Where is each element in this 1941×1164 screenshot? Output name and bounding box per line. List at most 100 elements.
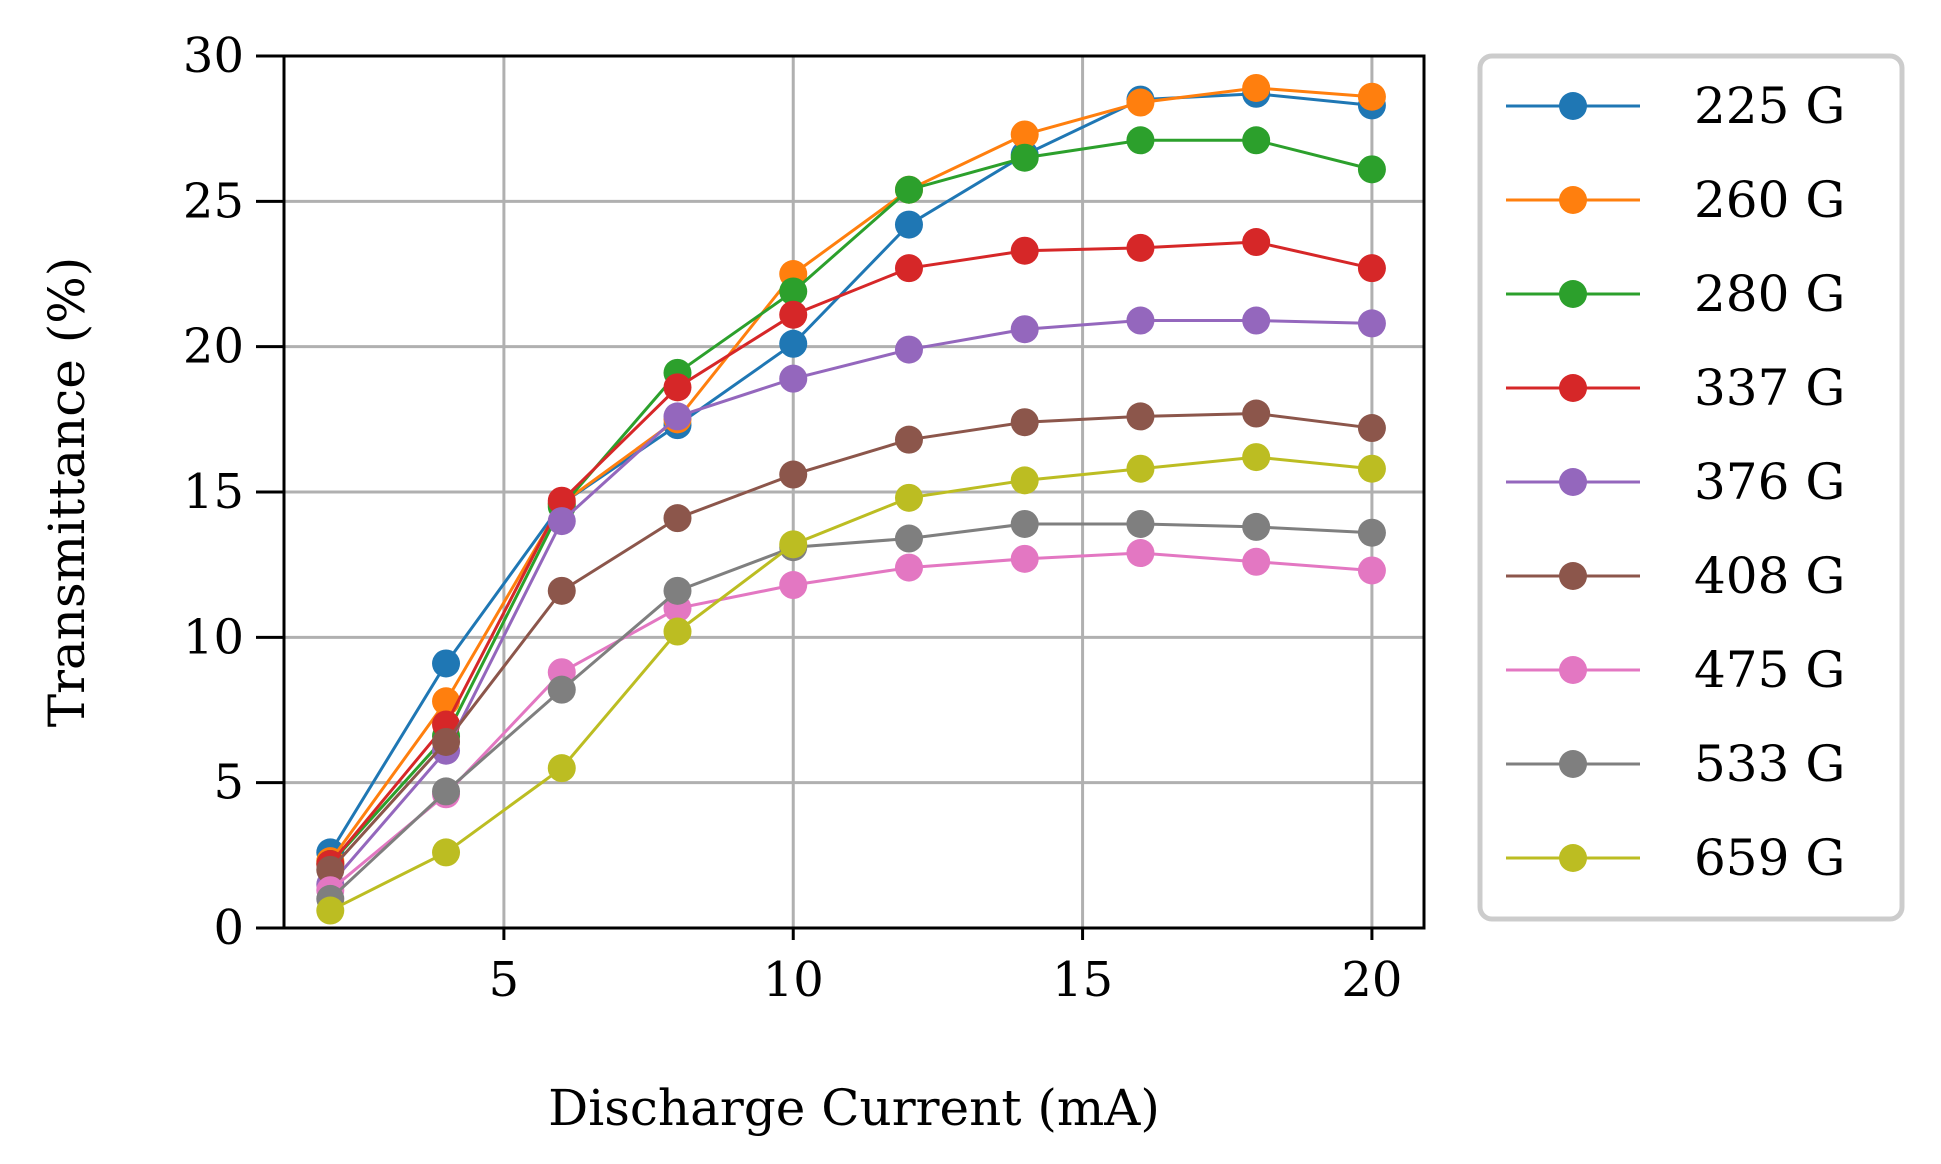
data-point [1242,73,1271,102]
y-axis-title: Transmittance (%) [38,257,96,728]
series-line [329,86,1373,863]
data-point [894,210,923,239]
series-line [329,240,1373,866]
data-point [1126,402,1155,431]
legend-item: 475 G [1506,641,1845,699]
legend-item: 280 G [1506,265,1845,323]
x-tick-label: 15 [1052,952,1113,1008]
legend-label: 475 G [1694,641,1845,699]
data-point [663,373,692,402]
data-point [779,364,808,393]
legend-box [1477,53,1905,922]
data-point [663,504,692,533]
legend-item: 225 G [1506,77,1845,135]
data-point [1010,120,1039,149]
data-point [316,896,345,925]
legend-item: 408 G [1506,547,1845,605]
series-408-g [316,399,1386,884]
legend-item: 376 G [1506,453,1845,511]
data-point [1357,414,1386,443]
data-point [894,175,923,204]
series-line [329,551,1373,892]
data-point [1010,509,1039,538]
data-point [1010,236,1039,265]
data-point [1357,556,1386,585]
data-point [1357,309,1386,338]
data-point [1126,306,1155,335]
x-tick-label: 5 [489,952,520,1008]
legend: 225 G 260 G 280 G 337 G 376 G 408 G 475 G 533 G… [1477,53,1905,922]
series-line [329,455,1373,912]
legend-label: 337 G [1694,359,1845,417]
series-line [329,522,1372,901]
series-376-g [316,306,1386,899]
legend-label: 376 G [1694,453,1845,511]
y-tick-label: 25 [183,173,244,229]
legend-label: 280 G [1694,265,1845,323]
legend-label: 408 G [1694,547,1845,605]
legend-marker [1559,562,1587,590]
data-point [1010,544,1039,573]
data-point [1242,443,1271,472]
data-point [779,530,808,559]
x-tick-label: 10 [763,952,824,1008]
data-point [779,300,808,329]
data-point [663,576,692,605]
legend-label: 533 G [1694,735,1845,793]
data-point [1242,512,1271,541]
series-659-g [316,443,1386,925]
legend-marker [1559,280,1587,308]
data-point [894,483,923,512]
data-point [1242,306,1271,335]
data-point [547,675,576,704]
series-line [329,138,1373,866]
data-point [1357,155,1386,184]
data-point [894,335,923,364]
series-line [329,412,1373,871]
data-point [432,649,461,678]
axis-ticks: 5 10 15 20 0 5 10 15 20 25 30 [183,28,1403,1008]
series-225-g [316,79,1386,867]
data-point [1126,539,1155,568]
legend-item: 533 G [1506,735,1845,793]
x-tick-label: 20 [1341,952,1402,1008]
x-axis-title: Discharge Current (mA) [548,1079,1160,1137]
legend-marker [1559,844,1587,872]
data-point [547,576,576,605]
legend-marker [1559,374,1587,402]
data-point [1010,466,1039,495]
data-point [432,777,461,806]
data-point [663,402,692,431]
legend-marker [1559,92,1587,120]
y-tick-label: 0 [213,900,244,956]
series-layer [316,73,1386,925]
data-point [779,329,808,358]
data-point [547,507,576,536]
y-tick-label: 20 [183,319,244,375]
data-point [779,460,808,489]
data-point [1126,233,1155,262]
y-tick-label: 5 [213,755,244,811]
legend-item: 260 G [1506,171,1845,229]
data-point [1126,88,1155,117]
data-point [894,425,923,454]
data-point [894,254,923,283]
data-point [1010,143,1039,172]
series-533-g [316,509,1386,913]
data-point [1242,126,1271,155]
data-point [1357,454,1386,483]
legend-marker [1559,656,1587,684]
legend-label: 659 G [1694,829,1845,887]
data-point [663,617,692,646]
series-337-g [316,228,1386,879]
data-point [1010,315,1039,344]
data-point [1242,399,1271,428]
data-point [894,553,923,582]
data-point [432,838,461,867]
data-point [894,524,923,553]
y-tick-label: 30 [183,28,244,84]
data-point [432,727,461,756]
series-260-g [316,73,1386,876]
data-point [547,486,576,515]
data-point [1126,126,1155,155]
